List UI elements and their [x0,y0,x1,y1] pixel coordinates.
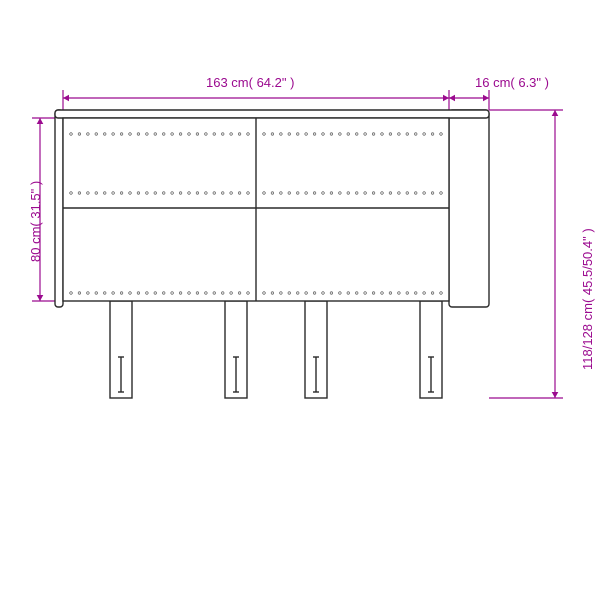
dim-label-height-panel: 80 cm( 31.5" ) [28,181,43,262]
diagram-canvas [0,0,600,600]
dim-label-width-side: 16 cm( 6.3" ) [475,75,549,90]
dim-label-height-total: 118/128 cm( 45.5/50.4" ) [580,228,595,370]
dim-label-width-main: 163 cm( 64.2" ) [206,75,294,90]
